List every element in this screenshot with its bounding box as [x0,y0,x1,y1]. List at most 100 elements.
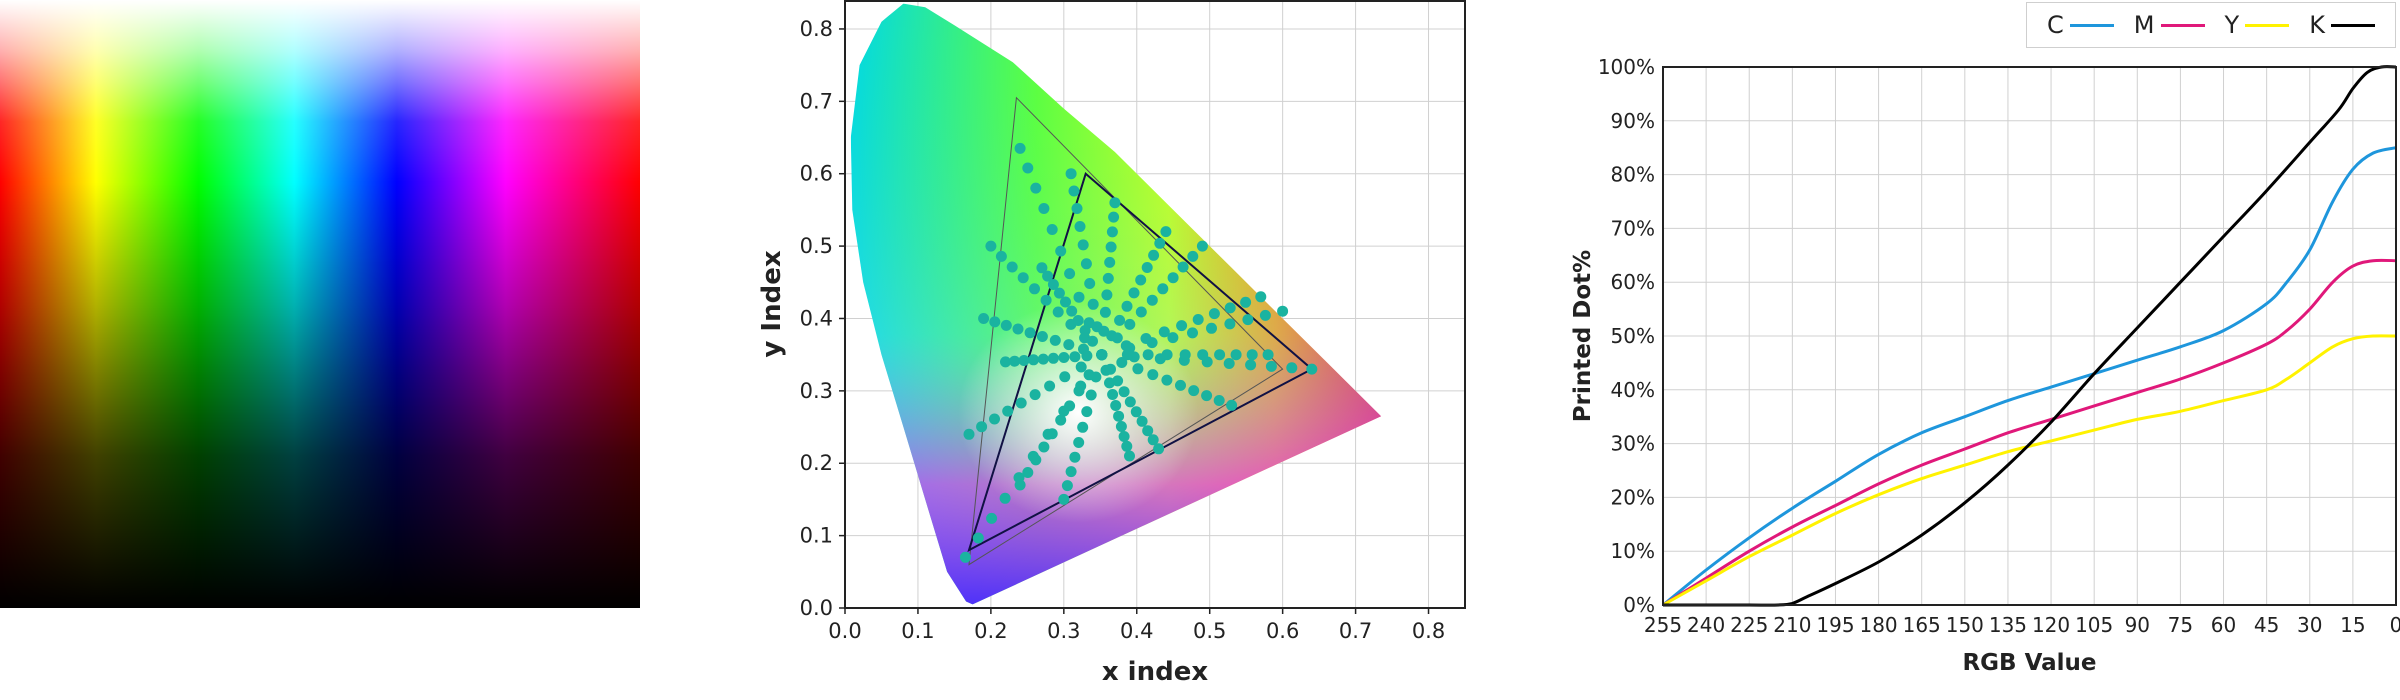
sample-dot-67 [1118,431,1130,442]
sample-dot-39 [959,551,971,563]
sample-dot-73 [1147,369,1159,381]
sample-dot-188 [1154,237,1166,249]
curve-y-tick-label-7: 70% [1611,216,1655,240]
curve-y-tick-label-4: 40% [1611,378,1655,402]
sample-dot-172 [1140,333,1152,344]
curve-y-tick-label-2: 20% [1611,485,1655,509]
sample-dot-175 [1192,314,1204,325]
curve-frame [1662,66,2397,606]
curve-y-tick-label-3: 30% [1611,432,1655,456]
sample-dot-124 [1066,305,1078,317]
sample-dot-5 [1046,224,1058,235]
sample-dot-96 [1224,318,1236,330]
sample-dot-43 [1044,380,1056,392]
chroma-x-tick-label-0: 0.0 [828,619,861,643]
sample-dot-45 [1015,397,1027,409]
sample-dot-93 [1167,332,1179,344]
sample-dot-141 [1083,369,1095,381]
color-gradient-image [0,0,640,608]
sample-dot-74 [1161,374,1173,386]
sample-dot-119 [1065,168,1077,180]
sample-dot-171 [1120,340,1132,352]
sample-dot-189 [1160,226,1172,238]
sample-dot-26 [1012,323,1024,335]
sample-dot-112 [1087,298,1099,310]
darkness-overlay [0,0,640,608]
chroma-y-tick-label-8: 0.8 [800,17,833,41]
sample-dot-4 [1055,245,1067,257]
curve-y-tick-label-6: 60% [1611,270,1655,294]
sample-dot-55 [1073,437,1085,448]
sample-dot-176 [1208,308,1220,320]
sample-dot-146 [1038,441,1050,453]
sample-dot-199 [1109,197,1121,209]
sample-dot-17 [1006,261,1018,273]
chroma-x-tick-label-4: 0.4 [1120,619,1153,643]
sample-dot-19 [985,240,997,252]
curve-x-tick-label-16: 15 [2340,613,2365,637]
chroma-x-tick-label-2: 0.2 [974,619,1007,643]
curve-x-tick-label-9: 120 [2032,613,2070,637]
sample-dot-182 [1114,314,1126,326]
chroma-y-tick-label-7: 0.7 [800,89,833,113]
curve-x-tick-label-6: 165 [1903,613,1941,637]
sample-dot-94 [1187,327,1198,339]
sample-dot-115 [1077,239,1089,251]
sample-dot-16 [1017,272,1029,284]
sample-dot-158 [1147,434,1159,446]
sample-dot-59 [1058,493,1070,505]
sample-dot-52 [1085,389,1097,401]
sample-dot-14 [1040,294,1052,306]
legend-swatch-m [2160,23,2205,27]
chroma-y-axis-label: y Index [757,250,787,357]
legend-item-y: Y [2225,11,2290,39]
sample-dot-136 [1028,354,1039,366]
legend-item-c: C [2047,11,2114,39]
sample-dot-27 [1000,319,1012,331]
sample-dot-185 [1135,274,1147,286]
curve-x-tick-label-7: 150 [1946,613,1984,637]
curve-y-tick-label-9: 90% [1611,109,1655,133]
curve-x-tick-label-4: 195 [1816,613,1854,637]
sample-dot-15 [1029,283,1040,295]
sample-dot-184 [1128,287,1140,299]
curve-x-axis-label: RGB Value [1962,650,2096,676]
sample-dot-98 [1259,309,1271,321]
sample-dot-144 [1055,414,1067,426]
sample-dot-169 [1262,349,1274,361]
sample-dot-88 [1286,362,1298,374]
sample-dot-138 [1009,355,1021,367]
sample-dot-102 [1124,318,1136,330]
series-line-y [1662,334,2397,607]
sample-dot-25 [1024,327,1036,339]
legend-swatch-y [2245,23,2290,27]
curve-legend: C M Y K [2026,2,2396,48]
chroma-x-tick-label-5: 0.5 [1193,619,1226,643]
sample-dot-95 [1206,322,1217,334]
chroma-axes: 0.0 0.1 0.2 0.3 0.4 0.5 0.6 0.7 0.8 0.0 0.1 0.2 0.3 0… [800,0,1466,643]
legend-label-m: M [2133,11,2155,39]
sample-dot-127 [1047,279,1059,290]
sample-dots [959,142,1318,563]
spectral-locus-fill [850,3,1382,605]
sample-dot-155 [1130,406,1142,418]
sample-dot-179 [1255,291,1267,303]
sample-dot-166 [1214,349,1226,361]
sample-dot-135 [1037,353,1049,365]
sample-dot-134 [1047,352,1059,364]
sample-dot-183 [1121,300,1133,312]
sample-dot-66 [1115,421,1127,432]
sample-dot-106 [1167,272,1179,284]
sample-dot-147 [1030,454,1042,466]
sample-dot-2 [1073,291,1085,303]
sample-dot-148 [1022,467,1034,478]
sample-dot-177 [1224,302,1236,314]
chroma-y-tick-label-4: 0.4 [800,306,833,330]
sample-dot-145 [1046,428,1058,440]
chroma-x-tick-label-3: 0.3 [1047,619,1080,643]
sample-dot-132 [1069,351,1081,363]
legend-label-k: K [2309,11,2325,39]
sample-dot-29 [978,313,990,324]
sample-dot-46 [1002,405,1014,417]
sample-dot-162 [1142,349,1154,361]
